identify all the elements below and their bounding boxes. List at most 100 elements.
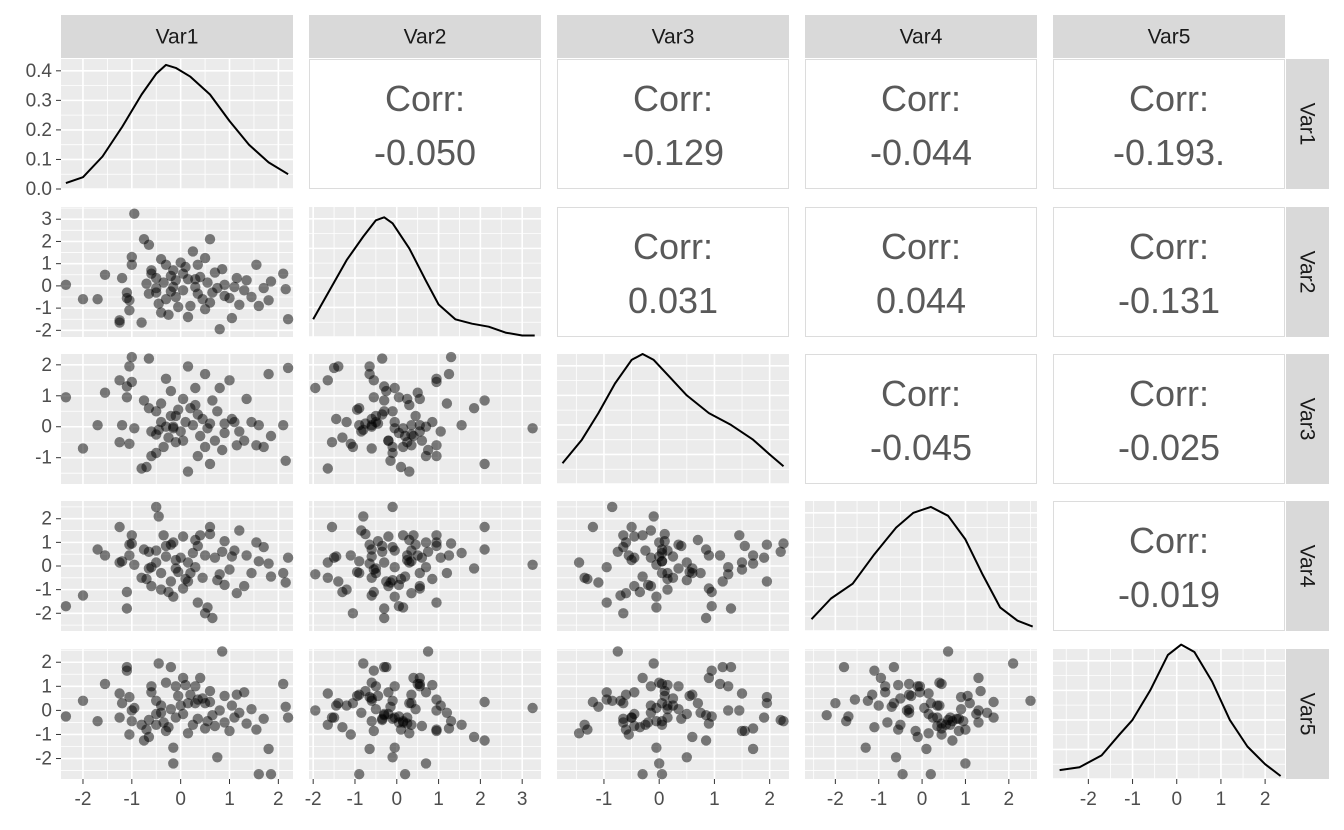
corr-value: 0.044	[876, 280, 966, 321]
corr-label: Corr:	[1129, 373, 1209, 414]
scatter-point	[214, 705, 225, 716]
scatter-point	[629, 708, 640, 720]
scatter-point	[620, 724, 632, 735]
panel-var4-var3	[557, 501, 789, 631]
scatter-point	[168, 537, 179, 548]
scatter-point	[645, 525, 657, 536]
scatter-point	[761, 539, 773, 550]
scatter-point	[278, 268, 289, 279]
corr-value: 0.031	[628, 280, 718, 321]
scatter-point	[914, 681, 926, 692]
panel-background	[61, 59, 293, 189]
scatter-point	[758, 552, 770, 563]
scatter-point	[114, 688, 125, 699]
scatter-point	[692, 698, 704, 709]
scatter-point	[151, 287, 162, 298]
scatter-point	[645, 552, 657, 563]
scatter-point	[282, 552, 294, 563]
scatter-point	[618, 698, 629, 709]
scatter-point	[830, 698, 841, 709]
scatter-point	[258, 713, 269, 724]
scatter-point	[187, 420, 199, 431]
scatter-point	[703, 672, 715, 684]
scatter-point	[406, 440, 417, 451]
scatter-point	[399, 571, 411, 582]
scatter-point	[224, 375, 235, 386]
panel-background	[557, 649, 789, 779]
scatter-point	[723, 569, 734, 580]
scatter-point	[170, 291, 181, 303]
scatter-point	[114, 712, 125, 723]
x-tick-label: 2	[1004, 789, 1015, 810]
scatter-point	[372, 690, 384, 702]
scatter-point	[642, 717, 654, 728]
scatter-point	[337, 586, 348, 598]
scatter-point	[126, 251, 137, 263]
scatter-point	[456, 420, 467, 431]
scatter-point	[821, 710, 832, 721]
scatter-point	[402, 718, 413, 729]
scatter-point	[92, 544, 103, 555]
scatter-point	[383, 687, 394, 698]
scatter-point	[163, 722, 174, 733]
scatter-point	[173, 301, 184, 313]
scatter-point	[278, 678, 289, 690]
corr-label: Corr:	[881, 78, 961, 119]
scatter-point	[778, 538, 789, 549]
corr-value: -0.025	[1118, 427, 1220, 468]
scatter-point	[607, 501, 618, 513]
scatter-point	[214, 569, 225, 580]
column-strip-var1	[61, 15, 293, 58]
scatter-point	[734, 530, 745, 541]
scatter-point	[99, 269, 111, 280]
scatter-point	[116, 698, 128, 709]
scatter-point	[322, 463, 333, 474]
scatter-point	[358, 658, 369, 669]
scatter-point	[402, 550, 413, 561]
scatter-point	[160, 551, 172, 562]
scatter-point	[573, 557, 585, 568]
scatter-point	[406, 420, 417, 431]
scatter-point	[126, 716, 137, 727]
x-tick-label: -1	[595, 789, 612, 810]
row-strip-label: Var1	[1296, 103, 1319, 146]
scatter-point	[214, 324, 225, 335]
scatter-point	[736, 564, 748, 575]
scatter-point	[258, 541, 269, 553]
scatter-point	[165, 704, 177, 715]
scatter-point	[234, 707, 245, 718]
y-tick-label: -1	[35, 580, 52, 601]
scatter-point	[700, 735, 712, 746]
scatter-point	[893, 679, 904, 691]
scatter-point	[92, 420, 103, 431]
scatter-point	[637, 672, 648, 684]
scatter-point	[280, 577, 291, 588]
scatter-point	[217, 546, 228, 557]
scatter-point	[214, 382, 225, 394]
scatter-point	[231, 272, 242, 284]
scatter-point	[219, 536, 230, 547]
scatter-point	[204, 297, 216, 308]
scatter-point	[775, 714, 786, 726]
scatter-point	[468, 563, 480, 574]
scatter-point	[414, 681, 425, 692]
scatter-point	[204, 234, 216, 245]
scatter-point	[212, 752, 223, 763]
scatter-point	[190, 698, 201, 709]
scatter-point	[143, 353, 155, 364]
scatter-point	[278, 567, 289, 579]
scatter-point	[381, 385, 392, 397]
scatter-point	[932, 712, 943, 723]
scatter-point	[890, 752, 902, 763]
scatter-point	[416, 435, 428, 446]
scatter-point	[947, 735, 958, 746]
scatter-point	[368, 392, 379, 403]
scatter-point	[77, 590, 89, 601]
corr-panel-border	[805, 59, 1037, 189]
scatter-point	[114, 375, 125, 386]
x-tick-label: 1	[433, 789, 444, 810]
scatter-point	[659, 690, 670, 702]
panel-var1-var4: Corr: -0.044	[805, 59, 1037, 189]
scatter-point	[399, 769, 411, 780]
corr-panel-border	[1053, 501, 1285, 631]
